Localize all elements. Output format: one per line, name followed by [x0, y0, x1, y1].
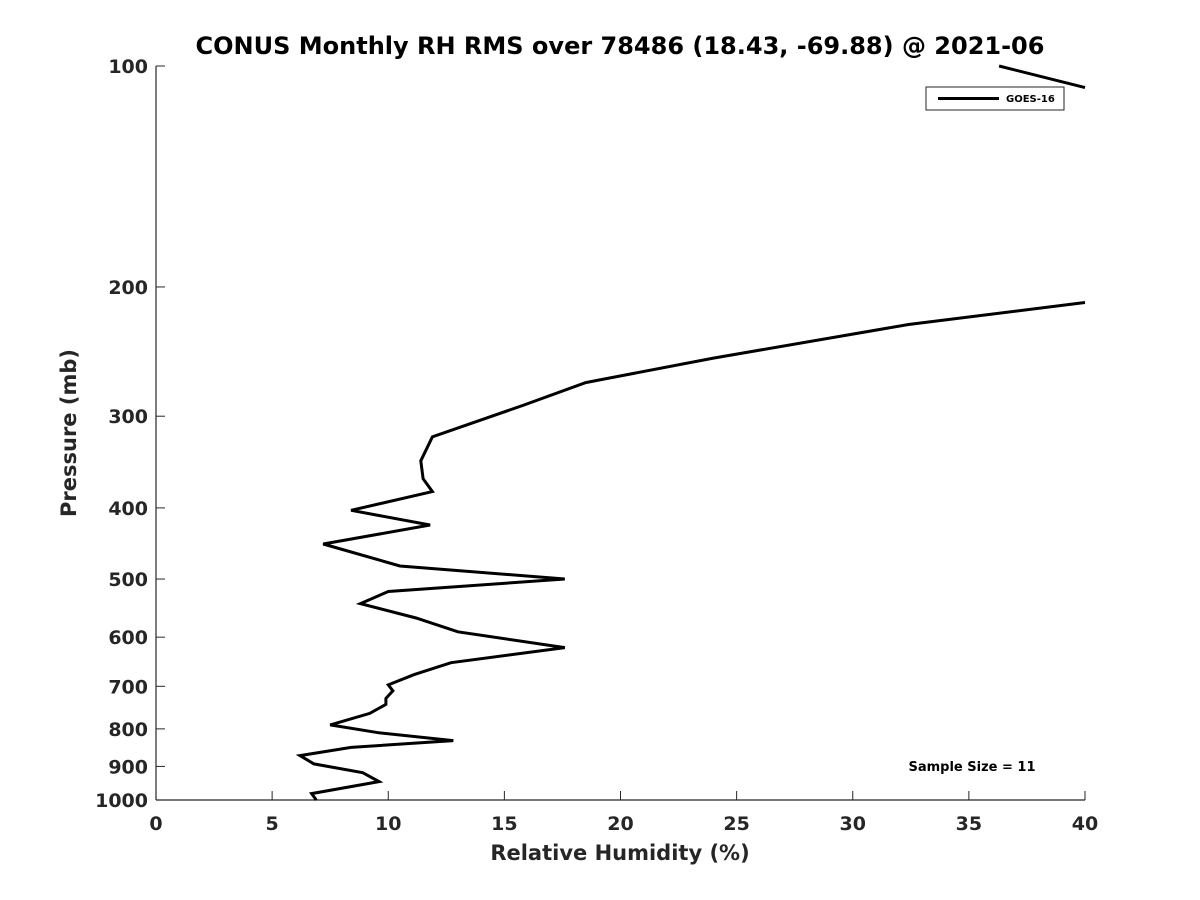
x-tick-label: 35: [956, 813, 982, 835]
x-tick-label: 15: [491, 813, 517, 835]
legend-label-goes-16: GOES-16: [1006, 94, 1055, 105]
y-tick-label: 700: [108, 676, 148, 698]
y-axis-label: Pressure (mb): [57, 349, 81, 517]
x-tick-label: 10: [375, 813, 401, 835]
series-layer: [295, 64, 1086, 801]
y-tick-label: 200: [108, 277, 148, 299]
chart-title: CONUS Monthly RH RMS over 78486 (18.43, …: [196, 32, 1045, 60]
series-line-goes-16-segment-0: [998, 64, 1086, 90]
y-tick-label: 1000: [95, 790, 148, 812]
x-tick-label: 30: [840, 813, 866, 835]
y-tick-label: 400: [108, 498, 148, 520]
x-axis-ticks: 0 5 10 15 20 25 30 35 40: [149, 791, 1098, 835]
y-tick-label: 500: [108, 569, 148, 591]
x-tick-label: 40: [1072, 813, 1098, 835]
y-tick-label: 100: [108, 56, 148, 78]
legend: GOES-16: [925, 86, 1065, 111]
sample-size-annotation: Sample Size = 11: [908, 760, 1035, 775]
x-axis-label: Relative Humidity (%): [490, 841, 749, 865]
series-line-goes-16-segment-1: [295, 301, 1086, 801]
x-tick-label: 25: [723, 813, 749, 835]
x-tick-label: 0: [149, 813, 162, 835]
y-tick-label: 300: [108, 406, 148, 428]
y-tick-label: 800: [108, 719, 148, 741]
y-axis-ticks: 100 200 300 400 500 600 700 800 900 1000: [95, 56, 165, 812]
x-tick-label: 5: [266, 813, 279, 835]
y-tick-label: 600: [108, 627, 148, 649]
y-tick-label: 900: [108, 756, 148, 778]
x-tick-label: 20: [607, 813, 633, 835]
